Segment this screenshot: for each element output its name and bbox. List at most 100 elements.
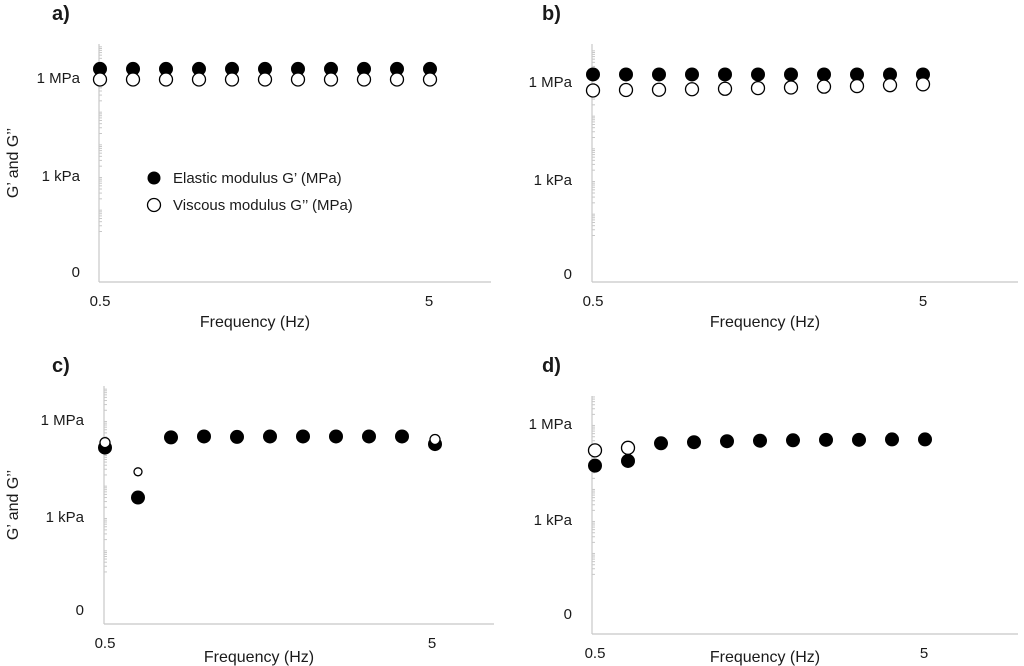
viscous-modulus-point <box>816 79 832 94</box>
viscous-modulus-point <box>133 467 143 477</box>
y-tick-label: 1 MPa <box>37 70 81 87</box>
elastic-modulus-point <box>258 61 272 76</box>
elastic-modulus-point <box>718 67 732 82</box>
viscous-modulus-point <box>618 82 634 98</box>
viscous-modulus-point <box>290 72 306 87</box>
elastic-modulus-point <box>751 67 765 82</box>
y-tick-label: 1 kPa <box>42 168 81 185</box>
chart-panel-a: a) 1 MPa 1 kPa 0 0.5 5 Frequency (Hz) G’ and G’… <box>5 3 491 331</box>
viscous-modulus-point <box>92 72 108 87</box>
elastic-modulus-point <box>324 61 338 76</box>
elastic-modulus-point <box>720 434 734 449</box>
y-tick-label: 0 <box>76 602 84 619</box>
y-tick-label: 0 <box>72 264 80 281</box>
elastic-modulus-point <box>685 67 699 82</box>
elastic-modulus-point <box>390 61 404 76</box>
elastic-modulus-point <box>819 432 833 447</box>
viscous-modulus-point <box>191 72 207 87</box>
viscous-modulus-point <box>882 78 898 93</box>
viscous-modulus-point <box>356 72 372 87</box>
x-tick-label: 0.5 <box>90 293 111 310</box>
viscous-modulus-point <box>915 77 931 92</box>
x-tick-label: 0.5 <box>95 635 116 652</box>
viscous-modulus-point <box>620 440 636 455</box>
viscous-modulus-point <box>717 81 733 96</box>
elastic-modulus-point <box>918 432 932 447</box>
viscous-modulus-point <box>125 72 141 87</box>
y-tick-label: 0 <box>564 606 572 623</box>
viscous-modulus-point <box>389 72 405 87</box>
viscous-modulus-point <box>422 72 438 87</box>
elastic-modulus-point <box>395 429 409 444</box>
elastic-modulus-point <box>817 67 831 82</box>
x-axis-title: Frequency (Hz) <box>200 314 310 331</box>
elastic-modulus-point <box>852 432 866 447</box>
x-tick-label: 5 <box>425 293 433 310</box>
viscous-modulus-point <box>651 82 667 97</box>
elastic-modulus-point <box>291 61 305 76</box>
elastic-modulus-point <box>263 429 277 444</box>
elastic-modulus-point <box>197 429 211 444</box>
legend-entry: Viscous modulus G’’ (MPa) <box>173 197 353 214</box>
viscous-modulus-point <box>587 443 603 458</box>
elastic-modulus-point <box>225 61 239 76</box>
elastic-modulus-point <box>654 436 668 451</box>
elastic-modulus-point <box>687 435 701 450</box>
chart-panel-c: c) 1 MPa 1 kPa 0 0.5 5 Frequency (Hz) G’ and G’… <box>5 355 494 666</box>
elastic-modulus-point <box>784 67 798 82</box>
viscous-modulus-point <box>750 80 766 96</box>
panel-label: c) <box>52 355 70 377</box>
y-axis-title: G’ and G’’ <box>5 470 22 540</box>
elastic-modulus-point <box>329 429 343 444</box>
elastic-modulus-point <box>883 67 897 82</box>
elastic-modulus-point <box>159 61 173 76</box>
elastic-modulus-point <box>362 429 376 444</box>
elastic-modulus-point <box>230 429 244 444</box>
elastic-modulus-point <box>586 67 600 82</box>
legend-marker-filled <box>147 171 161 185</box>
panel-label: a) <box>52 3 70 25</box>
elastic-modulus-point <box>93 61 107 76</box>
x-tick-label: 0.5 <box>585 645 606 662</box>
elastic-modulus-point <box>296 429 310 444</box>
elastic-modulus-point <box>164 430 178 445</box>
x-axis-title: Frequency (Hz) <box>710 314 820 331</box>
elastic-modulus-point <box>126 61 140 76</box>
elastic-modulus-point <box>192 61 206 76</box>
elastic-modulus-point <box>621 453 635 468</box>
elastic-modulus-point <box>753 433 767 448</box>
elastic-modulus-point <box>588 458 602 473</box>
elastic-modulus-point <box>850 67 864 82</box>
viscous-modulus-point <box>224 72 240 87</box>
viscous-modulus-point <box>684 82 700 97</box>
x-axis-title: Frequency (Hz) <box>204 649 314 666</box>
elastic-modulus-point <box>786 433 800 448</box>
y-tick-label: 1 kPa <box>46 509 85 526</box>
elastic-modulus-point <box>885 432 899 447</box>
chart-panel-d: d) 1 MPa 1 kPa 0 0.5 5 Frequency (Hz) <box>529 355 1018 666</box>
viscous-modulus-point <box>158 72 174 87</box>
elastic-modulus-point <box>916 67 930 82</box>
elastic-modulus-point <box>357 61 371 76</box>
x-tick-label: 5 <box>919 293 927 310</box>
y-tick-label: 1 MPa <box>529 74 573 91</box>
elastic-modulus-point <box>423 61 437 76</box>
viscous-modulus-point <box>429 433 441 446</box>
y-axis-title: G’ and G’’ <box>5 128 22 198</box>
elastic-modulus-point <box>619 67 633 82</box>
viscous-modulus-point <box>323 72 339 87</box>
legend-marker-open <box>146 197 162 213</box>
panel-label: b) <box>542 3 561 25</box>
viscous-modulus-point <box>783 80 799 95</box>
elastic-modulus-point <box>131 490 145 505</box>
viscous-modulus-point <box>99 436 111 449</box>
legend-entry: Elastic modulus G’ (MPa) <box>173 170 342 187</box>
legend: Elastic modulus G’ (MPa) Viscous modulus … <box>146 170 353 214</box>
chart-panel-b: b) 1 MPa 1 kPa 0 0.5 5 Frequency (Hz) <box>529 3 1018 331</box>
viscous-modulus-point <box>585 83 601 98</box>
x-tick-label: 5 <box>428 635 436 652</box>
y-tick-label: 1 kPa <box>534 172 573 189</box>
y-tick-label: 1 MPa <box>41 412 85 429</box>
x-tick-label: 0.5 <box>583 293 604 310</box>
